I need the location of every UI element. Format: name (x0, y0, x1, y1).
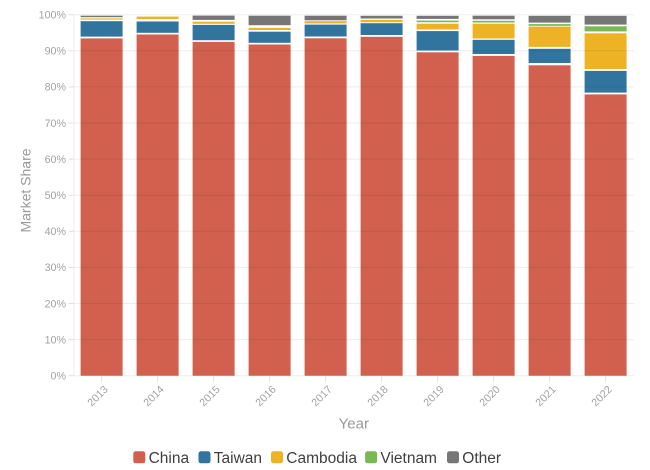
svg-text:70%: 70% (45, 118, 67, 130)
svg-text:10%: 10% (45, 334, 67, 346)
svg-text:90%: 90% (45, 46, 67, 58)
svg-text:100%: 100% (39, 10, 67, 22)
svg-text:30%: 30% (45, 262, 67, 274)
svg-text:China: China (149, 450, 190, 467)
svg-text:Cambodia: Cambodia (286, 450, 357, 467)
svg-text:Year: Year (339, 416, 369, 433)
svg-text:80%: 80% (45, 82, 67, 94)
svg-text:0%: 0% (51, 371, 67, 383)
svg-text:60%: 60% (45, 154, 67, 166)
svg-text:20%: 20% (45, 298, 67, 310)
svg-text:Taiwan: Taiwan (214, 450, 262, 467)
svg-text:40%: 40% (45, 226, 67, 238)
svg-text:Market Share: Market Share (18, 148, 34, 232)
svg-text:Vietnam: Vietnam (380, 450, 437, 467)
svg-text:Other: Other (462, 450, 501, 467)
svg-text:50%: 50% (45, 190, 67, 202)
